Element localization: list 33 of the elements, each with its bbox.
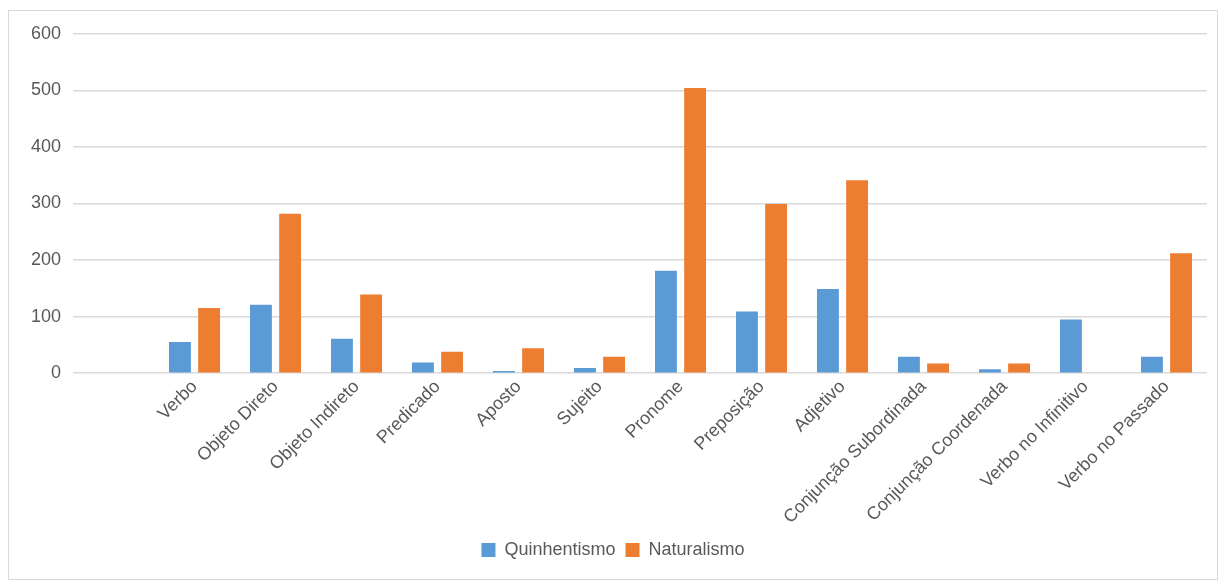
bar — [603, 356, 626, 373]
bar — [441, 351, 464, 373]
bar — [1059, 319, 1082, 373]
y-tick-label: 600 — [30, 22, 62, 43]
bar — [927, 363, 950, 373]
bar — [1140, 356, 1163, 373]
bar — [1170, 253, 1193, 373]
bar — [522, 348, 545, 373]
y-tick-label: 300 — [30, 192, 62, 213]
bar — [655, 270, 677, 373]
bar — [846, 180, 869, 373]
y-tick-label: 200 — [30, 249, 62, 269]
bar — [574, 368, 596, 373]
y-tick-label: 400 — [30, 135, 62, 156]
bar — [765, 204, 788, 373]
bar — [198, 308, 221, 373]
y-tick-label: 0 — [51, 362, 62, 383]
bar — [736, 311, 758, 373]
bar — [978, 369, 1001, 373]
bar — [1008, 363, 1031, 373]
bar — [250, 304, 272, 373]
bar — [331, 338, 353, 373]
legend-label: Quinhentismo — [504, 538, 616, 559]
bar — [684, 88, 707, 373]
bar — [360, 294, 383, 373]
y-tick-label: 500 — [30, 79, 62, 100]
bar — [897, 356, 920, 373]
legend-label: Naturalismo — [648, 538, 745, 559]
bar — [412, 362, 434, 373]
bar — [817, 288, 839, 373]
bar — [279, 213, 302, 373]
y-tick-label: 100 — [30, 305, 62, 326]
bar — [169, 342, 191, 373]
